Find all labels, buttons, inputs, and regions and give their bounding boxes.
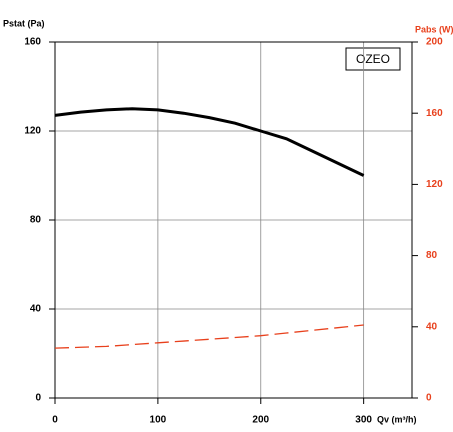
y-tick-label: 160: [24, 37, 41, 48]
y-tick-label: 80: [30, 215, 42, 226]
y-tick-label: 40: [30, 304, 42, 315]
x-axis-label: Qv (m³/h): [377, 414, 417, 424]
y-tick-label: 120: [24, 126, 41, 137]
x-tick-label: 0: [52, 415, 58, 426]
annotation-box: [345, 47, 401, 71]
y2-axis-label: Pabs (W): [415, 24, 453, 34]
annotation: OZEO: [356, 52, 390, 66]
series-line: [54, 324, 364, 349]
y2-tick-label: 40: [426, 321, 438, 332]
y2-tick-label: 200: [426, 37, 443, 48]
x-tick-label: 200: [252, 415, 269, 426]
x-tick-label: 100: [150, 415, 167, 426]
x-tick-label: 300: [355, 415, 372, 426]
y-axis-label: Pstat (Pa): [3, 18, 45, 28]
y2-tick-label: 0: [426, 393, 432, 404]
y2-tick-label: 80: [426, 250, 438, 261]
y2-tick-label: 120: [426, 179, 443, 190]
series-line: [54, 107, 365, 177]
plot-frame: [54, 41, 413, 399]
y2-tick-label: 160: [426, 108, 443, 119]
y-tick-label: 0: [35, 393, 41, 404]
